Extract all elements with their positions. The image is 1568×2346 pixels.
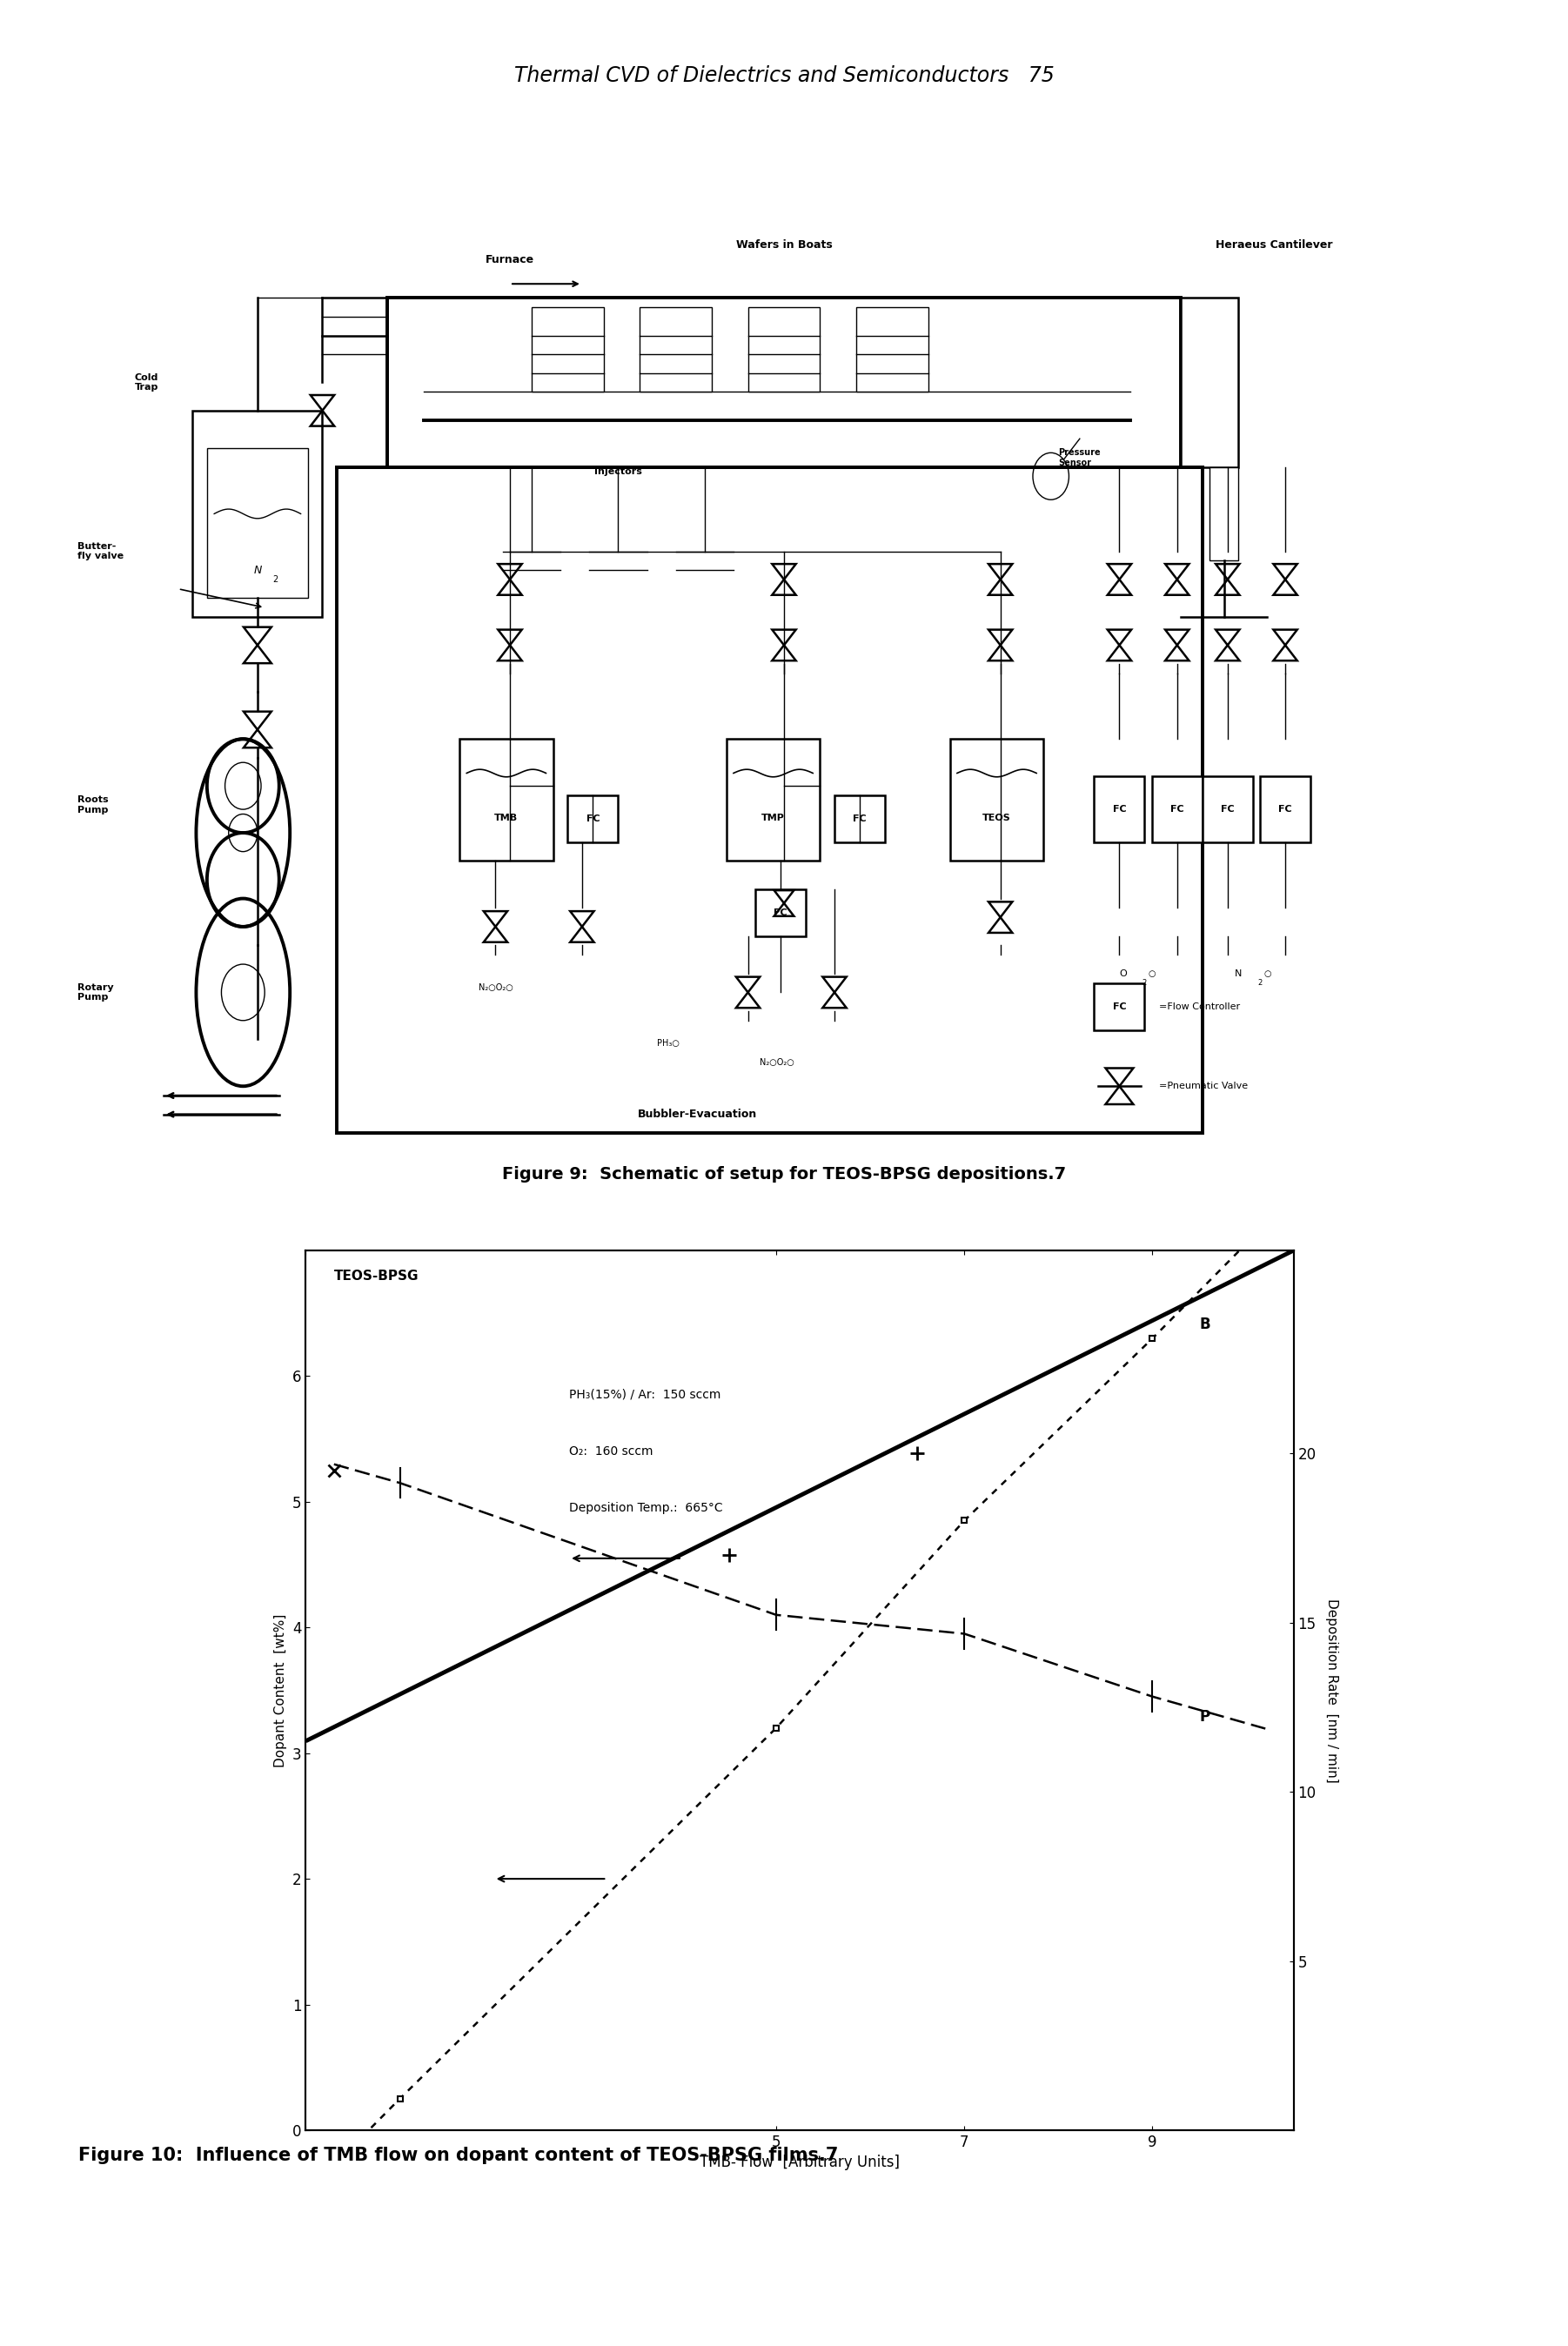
- Text: FC: FC: [1221, 805, 1234, 814]
- Bar: [337, 467, 1203, 1133]
- X-axis label: TMB- Flow  [Arbitrary Units]: TMB- Flow [Arbitrary Units]: [699, 2156, 900, 2170]
- Bar: [193, 411, 323, 617]
- Text: 2: 2: [1258, 978, 1262, 988]
- Text: TMB: TMB: [494, 814, 517, 823]
- Text: FC: FC: [1170, 805, 1184, 814]
- Bar: [834, 795, 884, 842]
- Text: Bubbler-Evacuation: Bubbler-Evacuation: [638, 1110, 757, 1119]
- Text: Figure 10:  Influence of TMB flow on dopant content of TEOS-BPSG films.7: Figure 10: Influence of TMB flow on dopa…: [78, 2147, 839, 2163]
- Text: Butter-
fly valve: Butter- fly valve: [77, 542, 124, 561]
- Text: N₂○O₂○: N₂○O₂○: [478, 983, 513, 992]
- Bar: [568, 795, 618, 842]
- Text: N: N: [254, 565, 262, 575]
- Bar: [1203, 777, 1253, 842]
- Text: TMP: TMP: [762, 814, 786, 823]
- Text: 2: 2: [1143, 978, 1146, 988]
- Bar: [1261, 777, 1311, 842]
- Bar: [459, 739, 554, 861]
- Text: Furnace: Furnace: [486, 253, 535, 265]
- Bar: [856, 307, 928, 392]
- Bar: [1152, 777, 1203, 842]
- Text: 2: 2: [273, 575, 278, 584]
- Text: FC: FC: [773, 908, 787, 917]
- Text: FC: FC: [853, 814, 867, 823]
- Text: ○: ○: [1264, 969, 1272, 978]
- Bar: [1094, 983, 1145, 1030]
- Text: Heraeus Cantilever: Heraeus Cantilever: [1215, 239, 1333, 251]
- Text: Thermal CVD of Dielectrics and Semiconductors   75: Thermal CVD of Dielectrics and Semicondu…: [514, 66, 1054, 87]
- Text: B: B: [1200, 1316, 1210, 1333]
- Bar: [950, 739, 1044, 861]
- Bar: [532, 307, 604, 392]
- Y-axis label: Dopant Content  [wt%]: Dopant Content [wt%]: [274, 1614, 287, 1767]
- Text: FC: FC: [1278, 805, 1292, 814]
- Text: =Flow Controller: =Flow Controller: [1159, 1002, 1240, 1011]
- Text: Roots
Pump: Roots Pump: [77, 795, 108, 814]
- Y-axis label: Deposition Rate  [nm / min]: Deposition Rate [nm / min]: [1325, 1598, 1338, 1783]
- Text: FC: FC: [1113, 1002, 1126, 1011]
- Bar: [387, 298, 1181, 467]
- Text: FC: FC: [586, 814, 599, 823]
- Text: N₂○O₂○: N₂○O₂○: [759, 1058, 793, 1067]
- Text: O₂:  160 sccm: O₂: 160 sccm: [569, 1445, 654, 1457]
- Text: P: P: [1200, 1710, 1210, 1724]
- Bar: [756, 889, 806, 936]
- Bar: [1209, 467, 1239, 561]
- Text: Wafers in Boats: Wafers in Boats: [735, 239, 833, 251]
- Text: Cold
Trap: Cold Trap: [135, 373, 158, 392]
- Text: ○: ○: [1148, 969, 1156, 978]
- Text: =Pneumatic Valve: =Pneumatic Valve: [1159, 1082, 1248, 1091]
- Text: TEOS: TEOS: [983, 814, 1011, 823]
- Bar: [207, 448, 307, 598]
- Bar: [748, 307, 820, 392]
- Text: PH₃(15%) / Ar:  150 sccm: PH₃(15%) / Ar: 150 sccm: [569, 1389, 721, 1401]
- Text: Injectors: Injectors: [594, 467, 641, 476]
- Text: O: O: [1120, 969, 1127, 978]
- Text: N: N: [1234, 969, 1242, 978]
- Bar: [726, 739, 820, 861]
- Text: Rotary
Pump: Rotary Pump: [77, 983, 113, 1002]
- Bar: [1181, 298, 1239, 467]
- Text: Figure 9:  Schematic of setup for TEOS-BPSG depositions.7: Figure 9: Schematic of setup for TEOS-BP…: [502, 1166, 1066, 1182]
- Text: FC: FC: [1113, 805, 1126, 814]
- Text: Pressure
Sensor: Pressure Sensor: [1058, 448, 1101, 467]
- Text: TEOS-BPSG: TEOS-BPSG: [334, 1269, 419, 1283]
- Text: PH₃○: PH₃○: [657, 1039, 681, 1049]
- Bar: [640, 307, 712, 392]
- Text: Deposition Temp.:  665°C: Deposition Temp.: 665°C: [569, 1501, 723, 1513]
- Bar: [1094, 777, 1145, 842]
